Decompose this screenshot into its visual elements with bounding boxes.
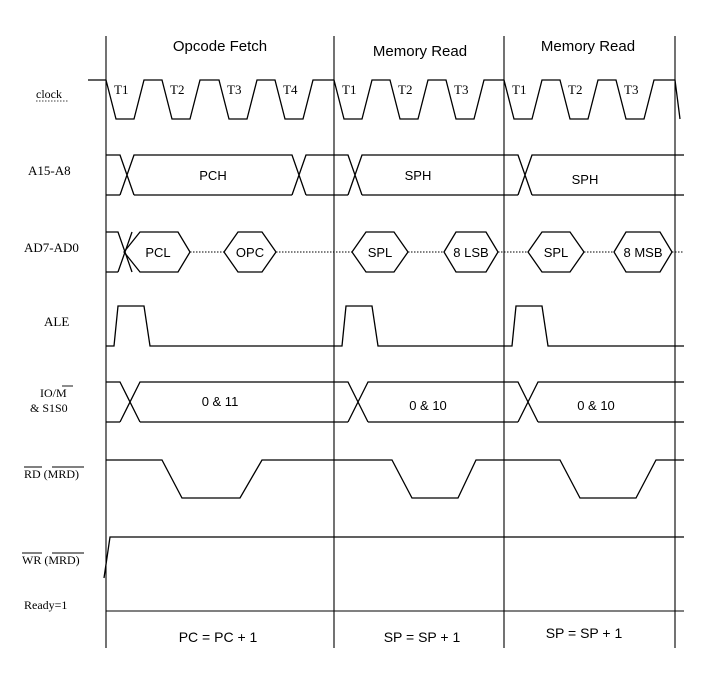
bus-value-sph-1: SPH [405,168,432,183]
cycle-header-memory-read-1: Memory Read [373,43,467,60]
signal-label-ad7-ad0: AD7-AD0 [24,240,79,255]
state-label-mr1-t2: T2 [398,82,412,97]
io-m-bus: 0 & 11 0 & 10 0 & 10 [106,381,684,423]
state-label-of-t3: T3 [227,82,241,97]
cycle-header-memory-read-2: Memory Read [541,38,635,55]
bus-value-spl-1: SPL [368,245,393,260]
grid [105,36,684,648]
bus-value-0-10-2: 0 & 10 [577,398,615,413]
state-label-mr1-t3: T3 [454,82,468,97]
io-m-upper [106,381,684,423]
cycle-headers: Opcode Fetch Memory Read Memory Read [173,38,635,60]
state-label-of-t4: T4 [283,82,298,97]
signal-label-ale: ALE [44,314,69,329]
footer-pc-increment: PC = PC + 1 [179,629,258,645]
signal-label-s1s0: & S1S0 [30,401,68,415]
bus-value-pch: PCH [199,168,226,183]
ad7-ad0-left-x [106,231,133,273]
bus-value-sph-2: SPH [572,172,599,187]
bus-value-8msb: 8 MSB [623,245,662,260]
state-label-mr2-t1: T1 [512,82,526,97]
clock-signal [88,79,681,120]
ad7-ad0-bus: PCL OPC SPL 8 LSB SPL 8 MSB [106,231,684,273]
wr-signal [103,536,684,579]
state-label-mr1-t1: T1 [342,82,356,97]
state-label-mr2-t3: T3 [624,82,638,97]
signal-label-io-m: IO/M [40,386,67,400]
state-label-mr2-t2: T2 [568,82,582,97]
wr-waveform [103,536,684,579]
signal-label-wr: WR (MRD) [22,553,80,567]
bus-value-0-10-1: 0 & 10 [409,398,447,413]
signal-label-ready: Ready=1 [24,598,67,612]
bus-value-opc: OPC [236,245,264,260]
rd-signal [106,459,684,499]
footer-sp-increment-1: SP = SP + 1 [384,629,461,645]
bus-value-0-11: 0 & 11 [202,394,239,409]
signal-label-a15-a8: A15-A8 [28,163,71,178]
a15-a8-bus: PCH SPH SPH [106,154,684,196]
state-label-of-t2: T2 [170,82,184,97]
bus-value-spl-2: SPL [544,245,569,260]
signal-label-clock: clock [36,87,62,101]
footer-operations: PC = PC + 1 SP = SP + 1 SP = SP + 1 [179,625,623,645]
signal-label-rd: RD (MRD) [24,467,79,481]
bus-value-pcl: PCL [145,245,170,260]
state-label-of-t1: T1 [114,82,128,97]
bus-value-8lsb: 8 LSB [453,245,488,260]
rd-waveform [106,459,684,499]
ale-signal [106,305,684,347]
signal-labels: clock A15-A8 AD7-AD0 ALE IO/M & S1S0 RD … [22,87,84,612]
footer-sp-increment-2: SP = SP + 1 [546,625,623,641]
a15-a8-upper [106,154,684,196]
clock-waveform: T1 T2 T3 T4 T1 T2 T3 T1 T2 T3 [88,79,681,120]
cycle-header-opcode-fetch: Opcode Fetch [173,38,267,55]
ale-waveform [106,305,684,347]
